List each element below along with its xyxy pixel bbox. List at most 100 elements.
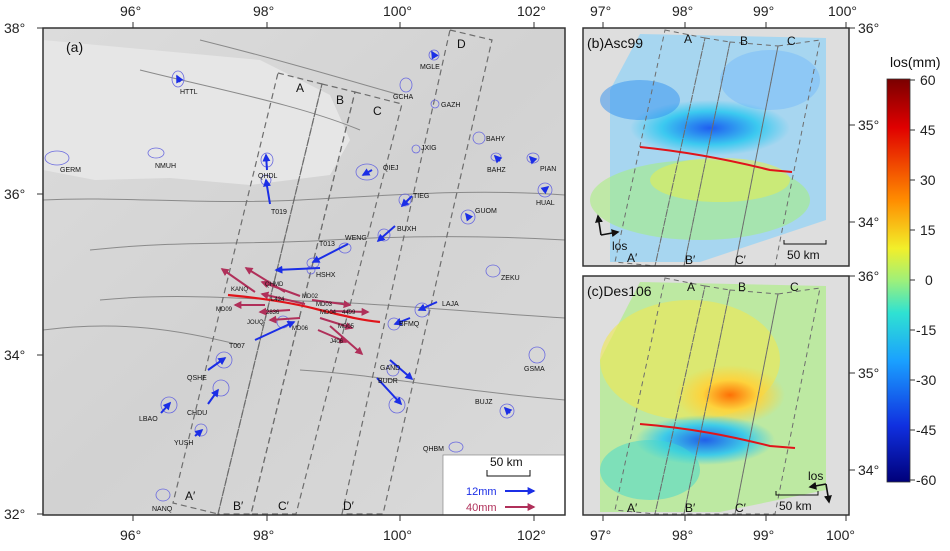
c-y-tick: 36°: [858, 268, 879, 284]
block-c: [250, 91, 403, 515]
c-x-tick: 100°: [826, 527, 855, 543]
b-y-tick: 36°: [858, 20, 879, 36]
panel-b: A B C A′ B′ C′ los 50 km (b)Asc99 97° 98…: [582, 3, 879, 267]
station-label: BAHY: [486, 136, 505, 143]
station-label: CHDU: [187, 410, 207, 417]
station-label: QHBM: [423, 446, 444, 453]
block-boxes: [172, 29, 493, 515]
station-label: WENG: [345, 235, 367, 242]
basin-area: [43, 40, 350, 185]
c-scale-label: 50 km: [779, 499, 812, 513]
colorbar-tick: -45: [916, 422, 936, 438]
station-label: YUSH: [174, 440, 193, 447]
block-label-d-prime: D′: [343, 499, 355, 513]
block-label-b-prime: B′: [233, 499, 244, 513]
panel-c-label: (c)Des106: [587, 283, 652, 299]
block-label-c: C: [373, 104, 382, 118]
panel-a-frame: [42, 27, 566, 516]
station-label: PIAN: [540, 166, 556, 173]
colorbar-tick: 0: [925, 272, 933, 288]
station-label: ZEKU: [501, 275, 520, 282]
station-label: J406: [330, 339, 344, 345]
a-x-tick-top: 98°: [253, 3, 274, 19]
block-label-b: B: [336, 93, 344, 107]
panel-c: A B C A′ B′ C′ los 50 km (c)Des106 97° 9…: [582, 268, 879, 543]
b-block-label: A: [684, 32, 692, 46]
fault-lines: [43, 39, 565, 401]
b-x-tick: 100°: [828, 3, 857, 19]
station-label: 4499: [342, 310, 356, 316]
station-labels: HTTL MGLE GCHA GAZH BAHY JXIG BAHZ PIAN …: [60, 64, 556, 513]
station-label: NANQ: [152, 506, 173, 513]
block-label-a-prime: A′: [185, 489, 196, 503]
station-label: NMUH: [155, 163, 176, 170]
b-block-label-prime: B′: [685, 253, 696, 267]
station-label: GERM: [60, 167, 81, 174]
c-block-label-prime: A′: [627, 501, 638, 515]
a-x-tick-top: 96°: [120, 3, 141, 19]
station-label: LBAO: [139, 416, 158, 423]
station-label: HTTL: [180, 89, 198, 96]
station-label: TIEG: [413, 193, 429, 200]
station-label: KANQ: [231, 287, 248, 293]
a-x-tick-top: 102°: [517, 3, 546, 19]
des-los-label: los: [808, 469, 823, 483]
colorbar: los(mm) 60 45 30 15 0 -15 -30 -45 -60: [886, 54, 941, 488]
a-y-tick: 32°: [4, 506, 25, 522]
station-label: MD05: [338, 324, 355, 330]
station-label: 2836: [266, 310, 280, 316]
b-x-tick: 99°: [753, 3, 774, 19]
panel-a: HTTL MGLE GCHA GAZH BAHY JXIG BAHZ PIAN …: [4, 3, 566, 543]
c-x-tick: 99°: [753, 527, 774, 543]
station-label: QIEJ: [383, 165, 399, 172]
colorbar-title: los(mm): [890, 54, 941, 70]
panel-b-label: (b)Asc99: [587, 35, 643, 51]
b-block-label: B: [740, 34, 748, 48]
station-label: BUJZ: [475, 399, 493, 406]
des-los-icon: [808, 481, 832, 504]
colorbar-tick: 45: [920, 122, 936, 138]
c-block-label-prime: B′: [685, 501, 696, 515]
block-label-a: A: [296, 81, 304, 95]
colorbar-tick: -30: [916, 372, 936, 388]
blue-velocity-arrows: [160, 50, 550, 438]
station-label: MD04: [320, 310, 337, 316]
panel-a-legend: 50 km 12mm 40mm: [442, 454, 566, 516]
station-label: BUDR: [378, 378, 398, 385]
station-label: L424: [271, 297, 285, 303]
panel-c-frame: [582, 275, 850, 516]
station-label: MD02: [302, 294, 319, 300]
colorbar-tick: 30: [920, 172, 936, 188]
station-label: QHDL: [258, 173, 278, 180]
c-x-tick: 98°: [672, 527, 693, 543]
c-block-label: A: [687, 280, 695, 294]
rupture-trace: [227, 293, 381, 324]
b-x-tick: 98°: [672, 3, 693, 19]
asc-los-icon: [595, 214, 620, 238]
b-x-tick: 97°: [590, 3, 611, 19]
colorbar-tick: -60: [916, 472, 936, 488]
b-block-label-prime: C′: [735, 253, 747, 267]
station-label: QSHE: [187, 375, 207, 382]
c-block-label: C: [790, 280, 799, 294]
station-label: T019: [271, 209, 287, 216]
b-block-label-prime: A′: [627, 251, 638, 265]
station-label: T007: [229, 343, 245, 350]
a-y-tick: 36°: [4, 186, 25, 202]
station-label: QHMD: [265, 282, 284, 288]
station-label: BFMQ: [399, 321, 420, 328]
b-y-tick: 34°: [858, 214, 879, 230]
block-label-c-prime: C′: [278, 499, 290, 513]
b-scale-label: 50 km: [787, 248, 820, 262]
station-label: GSMA: [524, 366, 545, 373]
legend-red-label: 40mm: [466, 502, 497, 514]
station-label: JXIG: [421, 145, 437, 152]
station-label: GCHA: [393, 94, 414, 101]
station-label: GAND: [380, 365, 400, 372]
a-y-tick: 38°: [4, 20, 25, 36]
red-velocity-arrows: [220, 267, 370, 356]
a-x-tick-bottom: 100°: [383, 527, 412, 543]
station-label: HSHX: [316, 272, 336, 279]
panel-a-axis: [37, 22, 535, 521]
